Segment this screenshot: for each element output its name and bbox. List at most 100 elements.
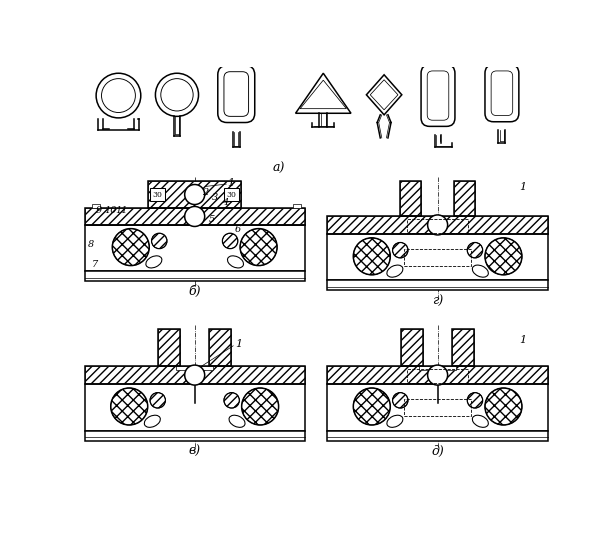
Bar: [209, 329, 231, 366]
Text: 30: 30: [227, 191, 237, 198]
Text: 6: 6: [235, 225, 241, 234]
Bar: [327, 216, 548, 234]
Text: в): в): [189, 445, 200, 458]
Polygon shape: [296, 73, 351, 113]
Bar: [403, 399, 472, 416]
FancyBboxPatch shape: [224, 72, 248, 116]
Polygon shape: [370, 80, 398, 110]
Text: г): г): [432, 295, 443, 307]
Text: 3: 3: [212, 193, 218, 202]
Circle shape: [111, 388, 148, 425]
Bar: [159, 329, 180, 366]
Text: 4: 4: [223, 198, 229, 207]
Bar: [400, 181, 421, 216]
Text: 1: 1: [235, 339, 242, 349]
Bar: [327, 234, 548, 281]
Text: 7: 7: [92, 260, 98, 269]
Bar: [403, 249, 472, 266]
Circle shape: [467, 392, 483, 408]
Bar: [85, 208, 305, 225]
Text: 1: 1: [519, 335, 526, 345]
Ellipse shape: [228, 256, 244, 268]
Bar: [407, 369, 469, 383]
Ellipse shape: [387, 415, 403, 427]
Circle shape: [353, 238, 391, 275]
FancyBboxPatch shape: [218, 65, 255, 122]
Bar: [452, 329, 474, 366]
Bar: [159, 329, 180, 366]
Circle shape: [113, 229, 149, 266]
Bar: [402, 329, 423, 366]
Bar: [454, 181, 475, 216]
Text: 9: 9: [95, 206, 101, 215]
Text: 5: 5: [208, 215, 215, 224]
Circle shape: [485, 388, 522, 425]
Circle shape: [161, 79, 193, 111]
Ellipse shape: [229, 415, 245, 427]
Circle shape: [427, 365, 448, 385]
Circle shape: [184, 184, 205, 205]
Circle shape: [156, 73, 199, 116]
Text: а): а): [272, 162, 285, 175]
Circle shape: [151, 233, 167, 249]
Text: 11: 11: [116, 206, 128, 215]
Circle shape: [467, 243, 483, 258]
Bar: [150, 188, 165, 201]
Bar: [400, 181, 421, 216]
Circle shape: [353, 388, 391, 425]
Polygon shape: [367, 75, 402, 115]
Bar: [85, 366, 305, 385]
FancyBboxPatch shape: [491, 71, 513, 116]
Bar: [327, 385, 548, 430]
Text: 10: 10: [105, 206, 117, 215]
Bar: [85, 430, 305, 440]
Bar: [85, 385, 305, 430]
Text: 30: 30: [153, 191, 162, 198]
Circle shape: [150, 392, 165, 408]
Ellipse shape: [472, 265, 488, 277]
Bar: [85, 208, 305, 225]
Text: 2: 2: [202, 188, 208, 197]
Circle shape: [184, 206, 205, 226]
Text: 8: 8: [88, 240, 94, 249]
Bar: [148, 181, 241, 208]
Circle shape: [392, 392, 408, 408]
Bar: [293, 204, 301, 208]
Circle shape: [96, 73, 141, 118]
Bar: [407, 219, 469, 233]
Ellipse shape: [472, 415, 488, 427]
Bar: [209, 329, 231, 366]
Circle shape: [240, 229, 277, 266]
FancyBboxPatch shape: [421, 65, 455, 126]
Circle shape: [224, 392, 239, 408]
Bar: [327, 281, 548, 290]
Circle shape: [184, 365, 205, 385]
Circle shape: [101, 79, 135, 112]
Circle shape: [223, 233, 238, 249]
Ellipse shape: [145, 415, 161, 427]
Bar: [85, 225, 305, 271]
Bar: [177, 366, 213, 369]
FancyBboxPatch shape: [485, 65, 519, 122]
Bar: [327, 366, 548, 385]
FancyBboxPatch shape: [427, 71, 449, 120]
Ellipse shape: [387, 265, 403, 277]
Circle shape: [242, 388, 279, 425]
Bar: [92, 204, 100, 208]
Bar: [85, 271, 305, 281]
Bar: [85, 366, 305, 385]
Text: д): д): [431, 445, 444, 458]
Polygon shape: [300, 80, 346, 108]
Bar: [148, 181, 241, 208]
Circle shape: [392, 243, 408, 258]
Bar: [327, 366, 548, 385]
Bar: [454, 181, 475, 216]
Text: б): б): [188, 286, 201, 299]
Text: 1: 1: [227, 178, 234, 188]
Circle shape: [427, 215, 448, 235]
Text: 1: 1: [519, 182, 526, 192]
Bar: [224, 188, 239, 201]
Bar: [327, 430, 548, 440]
Bar: [419, 366, 456, 369]
Ellipse shape: [146, 256, 162, 268]
